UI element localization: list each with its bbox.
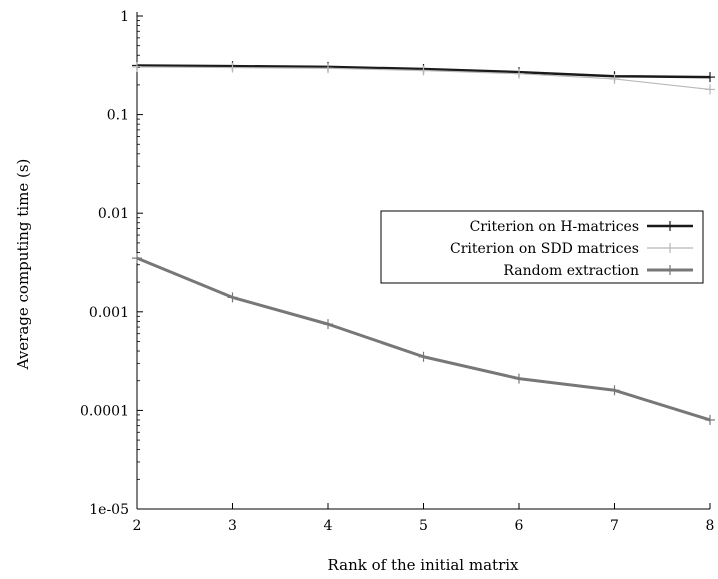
data-point [514,68,524,79]
data-point [609,385,620,396]
x-tick-label: 5 [419,518,428,534]
data-point [132,61,142,72]
data-point [705,414,715,425]
y-tick-label: 0.001 [89,305,129,321]
series-criterion-on-sdd-matrices [132,61,715,95]
data-point [418,351,429,362]
legend-label: Random extraction [503,263,639,279]
series-random-extraction [132,253,715,425]
data-point [609,73,620,84]
data-point [323,63,333,74]
y-tick-label: 1 [120,9,129,25]
data-point [705,72,715,83]
x-tick-label: 8 [706,518,715,534]
legend-label: Criterion on SDD matrices [450,241,639,257]
y-tick-label: 0.0001 [80,403,129,419]
data-point [323,319,333,330]
axes: 1 0.1 0.01 0.001 0.0001 1e-052 3 4 5 6 7 8 [80,9,714,534]
legend-label: Criterion on H-matrices [470,219,639,235]
x-tick-label: 7 [610,518,619,534]
data-point [418,65,429,76]
y-tick-label: 0.01 [98,206,129,222]
series-layer [132,60,715,425]
x-axis-label: Rank of the initial matrix [328,556,520,574]
legend: Criterion on H-matrices Criterion on SDD … [380,210,704,284]
y-tick-label: 1e-05 [89,502,129,518]
data-point [514,373,524,384]
x-tick-label: 6 [515,518,524,534]
x-tick-label: 3 [228,518,237,534]
data-point [227,62,238,73]
x-tick-label: 4 [324,518,333,534]
y-axis-label: Average computing time (s) [14,159,32,371]
data-point [705,84,715,95]
data-point [227,292,238,303]
x-tick-label: 2 [133,518,142,534]
y-tick-label: 0.1 [107,108,129,124]
data-point [132,253,142,264]
